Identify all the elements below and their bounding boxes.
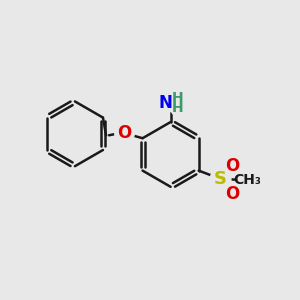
Text: N: N: [159, 94, 172, 112]
Text: CH₃: CH₃: [234, 173, 262, 187]
Text: O: O: [225, 184, 239, 202]
Text: H: H: [172, 101, 184, 116]
Text: O: O: [117, 124, 131, 142]
Text: H: H: [172, 92, 184, 106]
Text: O: O: [225, 157, 239, 175]
Text: S: S: [213, 170, 226, 188]
